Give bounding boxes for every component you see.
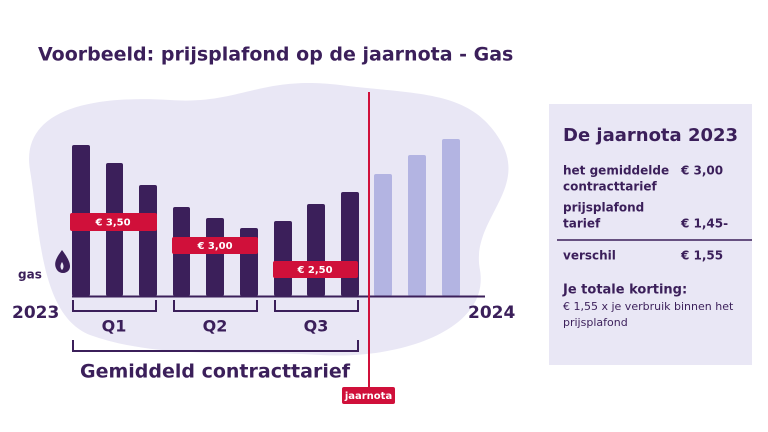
bar — [374, 174, 392, 296]
marker-tag — [342, 387, 395, 404]
row-value: € 1,45- — [680, 217, 728, 231]
row-value: € 1,55 — [680, 249, 723, 263]
bracket — [72, 300, 157, 312]
unit-label: gas — [18, 268, 42, 282]
bracket — [274, 300, 359, 312]
discount-title: Je totale korting: — [562, 283, 687, 298]
quarter-label: Q1 — [102, 317, 127, 336]
end-year: 2024 — [468, 303, 515, 323]
discount-text: prijsplafond — [563, 316, 628, 329]
price-tag — [70, 213, 157, 231]
price-label: € 3,00 — [196, 241, 232, 252]
bar — [442, 139, 460, 296]
bracket — [72, 340, 359, 352]
average-label: Gemiddeld contracttarief — [80, 361, 351, 383]
discount-text: € 1,55 x je verbruik binnen het — [563, 300, 734, 313]
bar — [139, 185, 157, 296]
marker-label: jaarnota — [344, 391, 392, 402]
row-label: prijsplafond — [563, 201, 644, 215]
price-tag — [172, 237, 258, 254]
row-label: verschil — [563, 249, 616, 263]
row-label: contracttarief — [563, 180, 658, 194]
bar — [274, 221, 292, 296]
start-year: 2023 — [12, 303, 59, 323]
bar — [307, 204, 325, 296]
bar — [408, 155, 426, 296]
bar — [206, 218, 224, 296]
title: Voorbeeld: prijsplafond op de jaarnota -… — [38, 44, 513, 66]
row-value: € 3,00 — [680, 164, 723, 178]
panel-rows: het gemiddelde contracttarief € 3,00 pri… — [557, 164, 752, 263]
bar — [341, 192, 359, 296]
row-label: tarief — [563, 217, 601, 231]
summary-panel — [549, 104, 752, 365]
price-label: € 2,50 — [296, 265, 332, 276]
quarter-label: Q2 — [203, 317, 228, 336]
price-label: € 3,50 — [94, 218, 130, 229]
flame-icon — [55, 250, 71, 273]
quarter-label: Q3 — [304, 317, 329, 336]
bracket — [173, 300, 258, 312]
panel-title: De jaarnota 2023 — [563, 125, 738, 146]
price-tag — [273, 261, 358, 278]
row-label: het gemiddelde — [563, 164, 669, 178]
